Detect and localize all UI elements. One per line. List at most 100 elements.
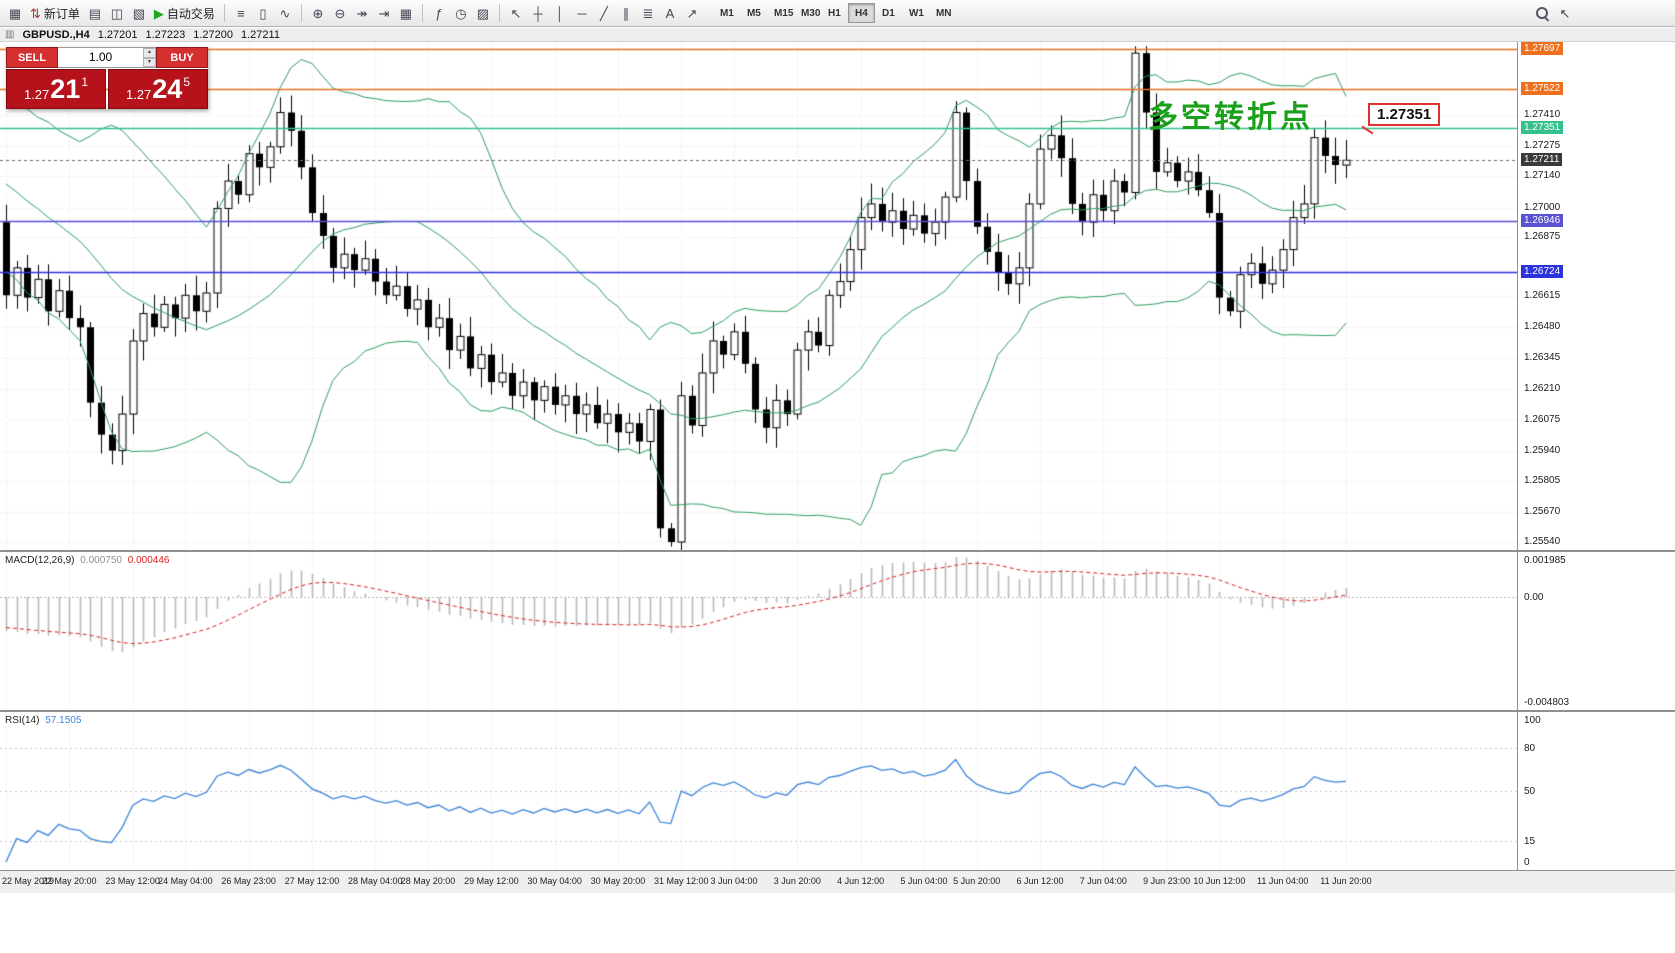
sell-price-button[interactable]: 1.27 21 1 [6, 69, 106, 109]
timeframe-h1-button[interactable]: H1 [821, 3, 848, 23]
horizontal-line-icon: ─ [577, 5, 587, 21]
price-axis-label: 1.26345 [1524, 352, 1561, 364]
time-axis-label: 26 May 23:00 [221, 876, 276, 886]
text-label-button[interactable]: A [659, 2, 681, 24]
sell-price-prefix: 1.27 [23, 86, 50, 102]
equidistant-channel-icon: ∥ [622, 5, 630, 21]
templates-button[interactable]: ▨ [472, 2, 494, 24]
data-window-icon: ◫ [110, 5, 124, 21]
indicator-axis-label: 0 [1524, 857, 1530, 868]
buy-price-button[interactable]: 1.27 24 5 [108, 69, 208, 109]
sell-price-pip: 1 [81, 75, 89, 89]
price-axis-label: 1.26480 [1524, 321, 1561, 333]
time-axis-label: 10 Jun 12:00 [1193, 876, 1246, 886]
price-axis-label: 1.27140 [1524, 170, 1561, 182]
panel-separator[interactable] [0, 550, 1675, 552]
indicators-icon: ƒ [435, 5, 443, 21]
indicators-button[interactable]: ƒ [428, 2, 450, 24]
timeframe-w1-button[interactable]: W1 [902, 3, 929, 23]
chart-symbol-period: GBPUSD.,H4 [22, 28, 90, 41]
volume-spinner: ▲ ▼ [143, 48, 156, 67]
vertical-line-button[interactable]: │ [549, 2, 571, 24]
trendline-button[interactable]: ╱ [593, 2, 615, 24]
indicator-axis-label: 50 [1524, 786, 1536, 797]
time-axis-label: 3 Jun 20:00 [773, 876, 821, 886]
price-axis-label: 1.27351 [1521, 121, 1564, 135]
periods-dropdown-button[interactable]: ◷ [450, 2, 472, 24]
timeframe-d1-button[interactable]: D1 [875, 3, 902, 23]
price-chart-canvas[interactable] [0, 42, 1517, 550]
price-axis-label: 1.26875 [1524, 231, 1561, 243]
toolbar-separator [300, 4, 302, 22]
price-axis-label: 1.27000 [1524, 202, 1561, 214]
sell-price-main: 21 [50, 73, 81, 104]
search-button[interactable] [1531, 2, 1554, 24]
fibonacci-icon: ≣ [642, 5, 654, 21]
new-order-icon: ⇅ [30, 5, 41, 21]
line-chart-button[interactable]: ∿ [274, 2, 296, 24]
sell-button[interactable]: SELL [6, 47, 58, 68]
macd-panel-canvas[interactable] [0, 552, 1517, 710]
auto-scroll-button[interactable]: ↠ [351, 2, 373, 24]
zoom-out-icon: ⊖ [334, 5, 346, 21]
cursor-icon: ↖ [510, 5, 522, 21]
rsi-panel-canvas[interactable] [0, 712, 1517, 870]
crosshair-button[interactable]: ┼ [527, 2, 549, 24]
bar-chart-button[interactable]: ≡ [230, 2, 252, 24]
fibonacci-button[interactable]: ≣ [637, 2, 659, 24]
time-axis-label: 6 Jun 12:00 [1016, 876, 1064, 886]
time-axis-label: 28 May 20:00 [400, 876, 456, 886]
cursor-button[interactable]: ↖ [505, 2, 527, 24]
time-axis[interactable]: 22 May 2019 22 May 20:00 23 May 12:00 24 Ma… [0, 870, 1675, 893]
indicator-axis-label: 15 [1524, 835, 1536, 847]
price-alert-callout[interactable]: 1.27351 [1368, 103, 1441, 126]
price-axis-label: 1.26615 [1524, 290, 1561, 302]
timeframe-m15-button[interactable]: M15 [767, 3, 794, 23]
chart-shift-button[interactable]: ⇥ [373, 2, 395, 24]
time-axis-label: 22 May 2019 [2, 876, 55, 886]
price-axis-label: 1.25940 [1524, 444, 1561, 456]
time-axis-label: 30 May 20:00 [590, 876, 646, 886]
chart-annotation-text[interactable]: 多空转折点 [1148, 101, 1313, 134]
horizontal-line-button[interactable]: ─ [571, 2, 593, 24]
timeframe-m5-button[interactable]: M5 [740, 3, 767, 23]
arrow-objects-button[interactable]: ↗ [681, 2, 703, 24]
volume-decrease-button[interactable]: ▼ [143, 57, 156, 67]
data-window-button[interactable]: ◫ [106, 2, 128, 24]
auto-trading-button[interactable]: ▶ 自动交易 [150, 2, 219, 24]
new-order-button[interactable]: ⇅ 新订单 [26, 2, 84, 24]
zoom-in-button[interactable]: ⊕ [307, 2, 329, 24]
rsi-name: RSI(14) [5, 715, 40, 726]
auto-trading-icon: ▶ [153, 5, 164, 21]
volume-field[interactable]: 1.00 ▲ ▼ [58, 47, 156, 68]
price-axis-label: 1.26946 [1521, 213, 1564, 227]
grid-button[interactable]: ▦ [395, 2, 417, 24]
volume-value[interactable]: 1.00 [88, 50, 113, 64]
timeframe-toolbar: M1 M5 M15 M30 H1 H4 D1 W1 MN [713, 3, 956, 23]
price-axis-border [1517, 42, 1518, 892]
navigator-button[interactable]: ▧ [128, 2, 150, 24]
timeframe-mn-button[interactable]: MN [929, 3, 956, 23]
timeframe-m1-button[interactable]: M1 [713, 3, 740, 23]
cursor-mode-button[interactable]: ↖ [1554, 2, 1576, 24]
equidistant-channel-button[interactable]: ∥ [615, 2, 637, 24]
candlestick-chart-button[interactable]: ▯ [252, 2, 274, 24]
search-icon [1535, 6, 1550, 21]
price-axis-label: 1.25670 [1524, 506, 1561, 518]
time-axis-label: 11 Jun 20:00 [1320, 876, 1372, 886]
zoom-out-button[interactable]: ⊖ [329, 2, 351, 24]
toolbar-right: ↖ [1531, 2, 1576, 24]
buy-button[interactable]: BUY [156, 47, 208, 68]
pointer-icon: ↖ [1559, 5, 1571, 21]
timeframe-h4-button[interactable]: H4 [847, 3, 875, 23]
indicator-axis-label: 80 [1524, 743, 1536, 755]
time-axis-label: 7 Jun 04:00 [1079, 876, 1127, 886]
new-chart-button[interactable]: ▦ [4, 2, 26, 24]
volume-increase-button[interactable]: ▲ [143, 48, 156, 58]
price-axis-label: 1.27275 [1524, 139, 1561, 151]
chart-shift-icon: ⇥ [378, 5, 390, 21]
panel-separator[interactable] [0, 710, 1675, 712]
timeframe-m30-button[interactable]: M30 [794, 3, 821, 23]
profiles-button[interactable]: ▤ [84, 2, 106, 24]
chart-window-icon: ▥ [5, 29, 15, 40]
